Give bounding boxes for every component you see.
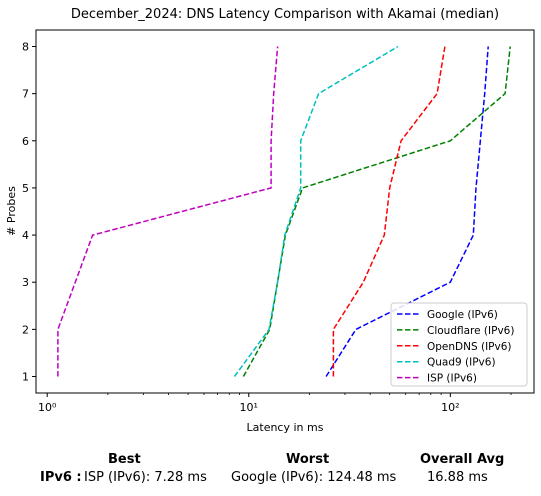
y-axis-label: # Probes: [5, 186, 18, 236]
legend-label-quad9-ipv6: Quad9 (IPv6): [427, 357, 496, 369]
series-line-isp-ipv6: [57, 46, 279, 377]
legend-label-opendns-ipv6: OpenDNS (IPv6): [427, 341, 512, 353]
legend: Google (IPv6) Cloudflare (IPv6) OpenDNS (I…: [390, 302, 528, 387]
legend-label-isp-ipv6: ISP (IPv6): [427, 373, 477, 385]
x-tick-label: 10²: [441, 401, 459, 414]
axes-layer: 10⁰ 10¹ 10² 1 2 3 4 5 6 7 8: [22, 41, 512, 414]
summary-row-label: IPv6 :: [40, 470, 82, 485]
series-line-cloudflare-ipv6: [242, 46, 511, 377]
series-line-quad9-ipv6: [233, 45, 399, 377]
x-tick-label: 10⁰: [38, 401, 57, 414]
series-line-opendns-ipv6: [332, 46, 446, 377]
summary-best-header: Best: [108, 452, 141, 467]
legend-box: [390, 302, 528, 387]
y-tick-label: 5: [22, 182, 29, 195]
chart-title: December_2024: DNS Latency Comparison wi…: [71, 7, 499, 22]
legend-label-cloudflare-ipv6: Cloudflare (IPv6): [427, 325, 514, 337]
summary-avg-header: Overall Avg: [420, 452, 505, 467]
y-tick-label: 8: [22, 41, 29, 54]
y-tick-label: 4: [22, 229, 29, 242]
summary-worst-value: Google (IPv6): 124.48 ms: [231, 470, 397, 485]
y-tick-label: 2: [22, 323, 29, 336]
series-line-google-ipv6: [325, 46, 489, 377]
summary-avg-value: 16.88 ms: [427, 470, 488, 485]
series-layer: [57, 45, 511, 377]
legend-label-google-ipv6: Google (IPv6): [427, 309, 498, 321]
y-tick-label: 7: [22, 88, 29, 101]
latency-chart: December_2024: DNS Latency Comparison wi…: [5, 7, 535, 434]
x-tick-label: 10¹: [240, 401, 258, 414]
summary-worst-header: Worst: [286, 452, 330, 467]
plot-frame: [35, 29, 535, 394]
x-axis-label: Latency in ms: [247, 421, 324, 434]
y-tick-label: 1: [22, 371, 29, 384]
summary-best-value: ISP (IPv6): 7.28 ms: [84, 470, 207, 485]
y-tick-label: 6: [22, 135, 29, 148]
y-tick-label: 3: [22, 276, 29, 289]
